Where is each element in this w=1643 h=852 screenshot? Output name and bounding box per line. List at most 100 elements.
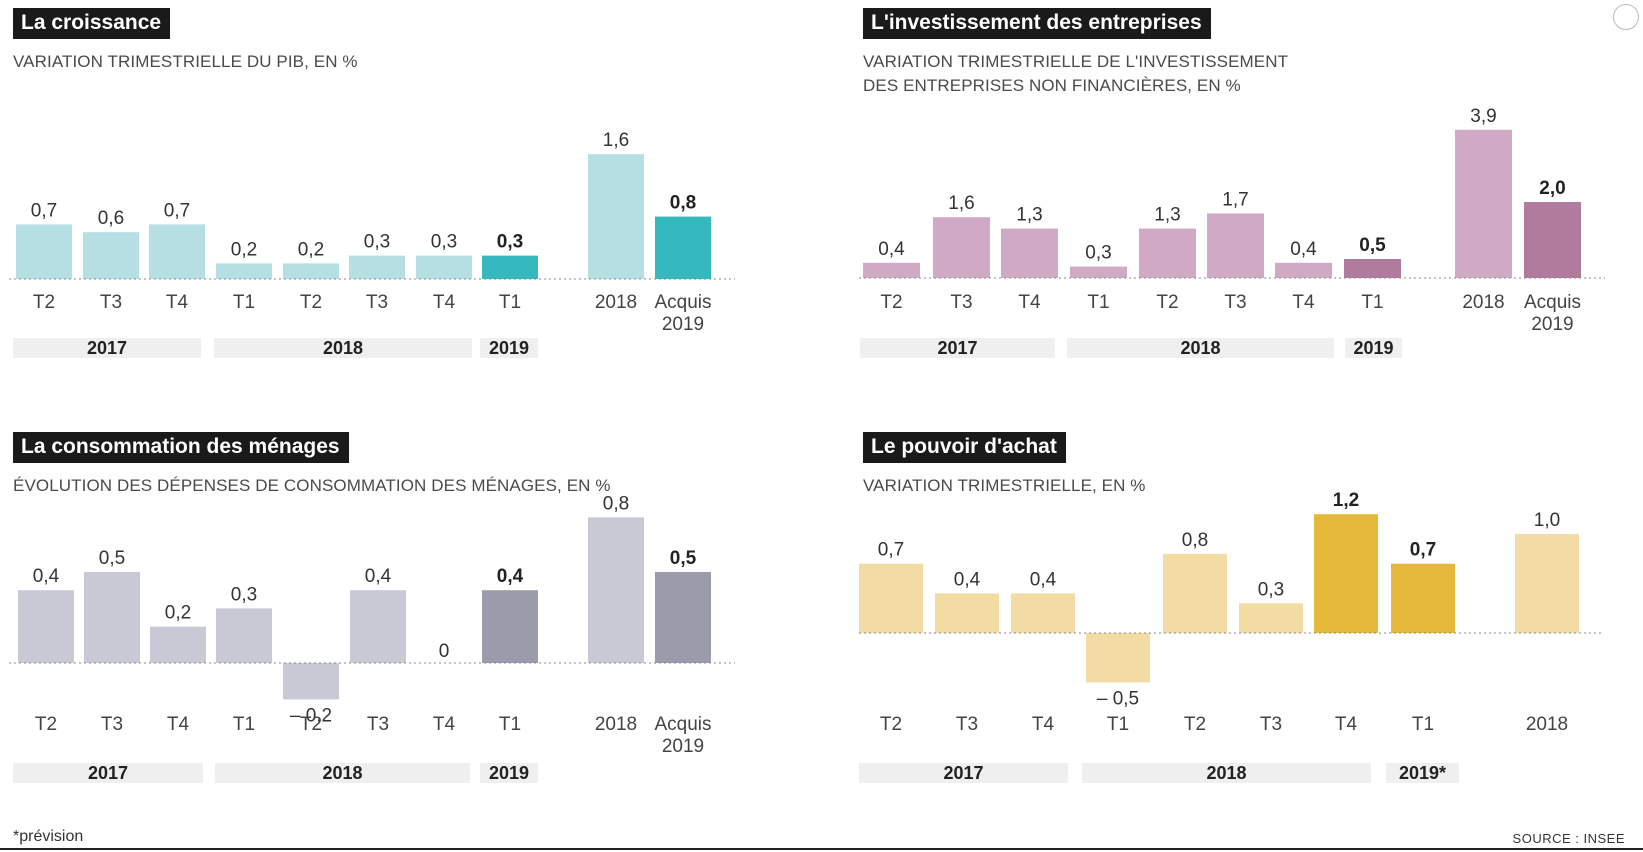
category-label: T3: [367, 714, 389, 735]
value-label: 1,2: [1333, 490, 1359, 511]
category-label: T4: [1018, 292, 1041, 313]
bar: [655, 217, 711, 279]
bar: [216, 263, 272, 279]
bar: [482, 590, 538, 663]
bar: [350, 590, 406, 663]
bar: [933, 217, 990, 278]
bar: [1207, 213, 1264, 278]
category-label: T4: [433, 292, 456, 313]
category-label: T4: [166, 292, 189, 313]
value-label: 0,8: [670, 193, 696, 214]
category-label: T2: [1184, 714, 1206, 735]
category-label: 2018: [1462, 292, 1504, 313]
value-label: 0,4: [1030, 569, 1057, 590]
bar: [216, 608, 272, 663]
bar: [1139, 229, 1196, 278]
group-label: 2019: [489, 763, 529, 783]
bar: [1011, 593, 1075, 633]
category-label: T1: [499, 292, 521, 313]
panel-consommation: La consommation des ménages ÉVOLUTION DE…: [13, 432, 803, 852]
value-label: 0,4: [497, 566, 524, 587]
bar: [482, 256, 538, 279]
value-label: 0,7: [164, 200, 190, 221]
group-label: 2019: [1353, 338, 1393, 358]
category-label: 2018: [595, 292, 637, 313]
group-label: 2018: [323, 338, 363, 358]
category-label: T3: [950, 292, 972, 313]
bar: [655, 572, 711, 663]
category-label: T2: [35, 714, 57, 735]
bar: [349, 256, 405, 279]
category-label: T1: [233, 292, 255, 313]
bar: [1163, 554, 1227, 633]
value-label: 0,3: [364, 232, 390, 253]
value-label: 0,4: [33, 566, 60, 587]
category-label: T4: [1335, 714, 1358, 735]
bar: [150, 627, 206, 663]
value-label: 0,4: [954, 569, 981, 590]
bar: [1344, 259, 1401, 278]
group-label: 2019: [489, 338, 529, 358]
value-label: 0,3: [231, 584, 257, 605]
value-label: 0,3: [497, 232, 523, 253]
value-label: 0,7: [1410, 540, 1436, 561]
value-label: 1,6: [603, 130, 629, 151]
value-label: 1,7: [1222, 189, 1248, 210]
group-label: 2019*: [1399, 763, 1446, 783]
value-label: 0,8: [603, 493, 629, 514]
bar: [1515, 534, 1579, 633]
category-label: 2018: [1526, 714, 1568, 735]
value-label: – 0,5: [1097, 689, 1139, 710]
panel-croissance: La croissance VARIATION TRIMESTRIELLE DU…: [13, 8, 803, 428]
value-label: 0: [439, 641, 450, 662]
value-label: 0,6: [98, 208, 124, 229]
bar: [863, 263, 920, 278]
value-label: 0,2: [298, 239, 324, 260]
bar: [1086, 633, 1150, 683]
category-label: T2: [33, 292, 55, 313]
category-label: T1: [233, 714, 255, 735]
value-label: 0,5: [670, 548, 697, 569]
group-label: 2018: [1180, 338, 1220, 358]
bar: [859, 564, 923, 633]
bar: [588, 517, 644, 663]
bar: [18, 590, 74, 663]
bar: [1314, 514, 1378, 633]
bar: [1275, 263, 1332, 278]
category-label: T3: [956, 714, 978, 735]
category-label: T4: [167, 714, 190, 735]
value-label: 0,4: [1290, 239, 1317, 260]
bar: [149, 224, 205, 279]
category-label: 2018: [595, 714, 637, 735]
value-label: 1,3: [1016, 205, 1042, 226]
group-label: 2017: [937, 338, 977, 358]
category-label: T3: [1260, 714, 1282, 735]
bar: [83, 232, 139, 279]
bar: [16, 224, 72, 279]
panel-pouvoir-achat: Le pouvoir d'achat VARIATION TRIMESTRIEL…: [863, 432, 1643, 852]
category-label: T4: [433, 714, 456, 735]
group-label: 2018: [1206, 763, 1246, 783]
bar: [416, 256, 472, 279]
category-label: T2: [300, 714, 322, 735]
group-label: 2017: [87, 338, 127, 358]
bar: [1524, 202, 1581, 278]
value-label: 0,3: [431, 232, 457, 253]
bar: [1455, 130, 1512, 278]
value-label: 0,4: [365, 566, 392, 587]
value-label: 1,3: [1154, 205, 1180, 226]
source-credit: SOURCE : INSEE: [1513, 831, 1625, 846]
category-label: T1: [1087, 292, 1109, 313]
category-label: T3: [1224, 292, 1246, 313]
category-label: T2: [880, 292, 902, 313]
category-label: T4: [1292, 292, 1315, 313]
category-label: T4: [1032, 714, 1055, 735]
bar: [1070, 267, 1127, 278]
category-label: T3: [100, 292, 122, 313]
